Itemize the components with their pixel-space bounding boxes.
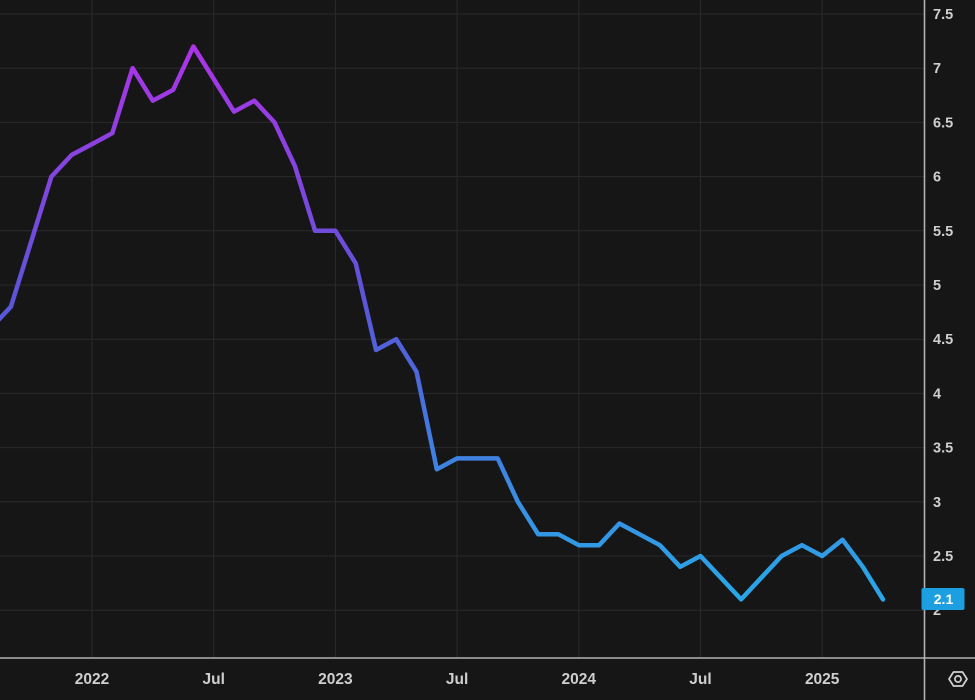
hexagon-icon-outline [948, 671, 968, 687]
axis-labels: 7.5 7 6.5 6 5.5 5 4.5 4 3.5 3 2.5 2 2022 Jul 2023 Jul 20… [75, 7, 953, 688]
y-axis-label: 2 [933, 603, 941, 619]
series-line [0, 44, 886, 602]
x-axis-label: 2023 [318, 671, 353, 688]
y-axis-label: 6.5 [933, 115, 953, 131]
y-axis-label: 6 [933, 170, 941, 186]
y-axis-label: 7 [933, 61, 941, 77]
y-axis-label: 3 [933, 495, 941, 511]
y-axis-label: 2.5 [933, 549, 953, 565]
y-axis-label: 4 [933, 386, 941, 402]
x-axis-label: 2022 [75, 671, 109, 688]
last-value-badge-background [921, 588, 965, 610]
x-axis-label: Jul [446, 671, 468, 688]
y-axis-label: 5.5 [933, 224, 953, 240]
y-axis-label: 7.5 [933, 7, 953, 23]
hexagon-icon-dot [954, 675, 962, 683]
x-axis-label: 2024 [562, 671, 597, 688]
y-axis-label: 4.5 [933, 332, 953, 348]
gridlines [0, 0, 925, 658]
last-value-badge: 2.1 [921, 588, 965, 610]
x-axis-label: Jul [202, 671, 224, 688]
x-axis-label: Jul [689, 671, 711, 688]
last-value-badge-text: 2.1 [934, 591, 954, 607]
chart-settings-icon[interactable] [948, 671, 968, 687]
x-axis-label: 2025 [805, 671, 840, 688]
y-axis-label: 3.5 [933, 441, 953, 457]
y-axis-label: 5 [933, 278, 941, 294]
